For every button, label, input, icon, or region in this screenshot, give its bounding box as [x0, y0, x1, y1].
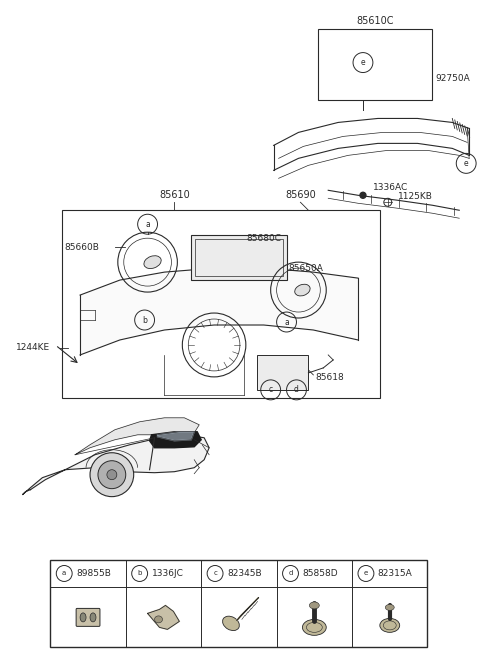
- Text: b: b: [137, 571, 142, 576]
- Text: 85660B: 85660B: [64, 242, 99, 252]
- Text: 85680C: 85680C: [247, 234, 282, 243]
- Text: a: a: [62, 571, 66, 576]
- Text: 85690: 85690: [285, 191, 316, 200]
- Ellipse shape: [310, 602, 319, 609]
- Text: a: a: [145, 219, 150, 229]
- Ellipse shape: [80, 613, 86, 622]
- Circle shape: [90, 453, 134, 496]
- Polygon shape: [80, 268, 358, 355]
- Text: 85650A: 85650A: [288, 263, 324, 272]
- Text: e: e: [360, 58, 365, 67]
- Text: 1336JC: 1336JC: [152, 569, 183, 578]
- Text: c: c: [269, 385, 273, 394]
- Text: d: d: [288, 571, 293, 576]
- Text: 85858D: 85858D: [302, 569, 338, 578]
- Polygon shape: [191, 235, 287, 280]
- Text: e: e: [364, 571, 368, 576]
- Polygon shape: [75, 418, 199, 455]
- Polygon shape: [147, 605, 180, 629]
- Ellipse shape: [223, 616, 240, 631]
- Text: c: c: [213, 571, 217, 576]
- Polygon shape: [157, 432, 194, 441]
- Text: d: d: [294, 385, 299, 394]
- Ellipse shape: [144, 255, 161, 269]
- Text: e: e: [464, 159, 468, 168]
- Text: 1125KB: 1125KB: [398, 192, 432, 201]
- Ellipse shape: [385, 605, 394, 610]
- Text: 85618: 85618: [315, 373, 344, 383]
- Ellipse shape: [302, 620, 326, 635]
- Text: 92750A: 92750A: [435, 74, 470, 83]
- Circle shape: [360, 193, 366, 198]
- Ellipse shape: [295, 284, 310, 296]
- Text: 82315A: 82315A: [378, 569, 413, 578]
- Text: 89855B: 89855B: [76, 569, 111, 578]
- Text: b: b: [142, 316, 147, 324]
- Circle shape: [98, 460, 126, 489]
- Text: 85610: 85610: [159, 191, 190, 200]
- FancyBboxPatch shape: [76, 608, 100, 626]
- Polygon shape: [23, 435, 209, 495]
- Ellipse shape: [380, 618, 400, 632]
- Polygon shape: [150, 432, 201, 448]
- Text: a: a: [284, 318, 289, 326]
- Polygon shape: [257, 355, 308, 390]
- Circle shape: [107, 470, 117, 479]
- Polygon shape: [237, 597, 259, 620]
- Ellipse shape: [90, 613, 96, 622]
- Text: 1336AC: 1336AC: [373, 183, 408, 192]
- Text: 85610C: 85610C: [357, 16, 394, 26]
- Text: 1244KE: 1244KE: [15, 343, 50, 352]
- Ellipse shape: [155, 616, 162, 623]
- Text: 82345B: 82345B: [227, 569, 262, 578]
